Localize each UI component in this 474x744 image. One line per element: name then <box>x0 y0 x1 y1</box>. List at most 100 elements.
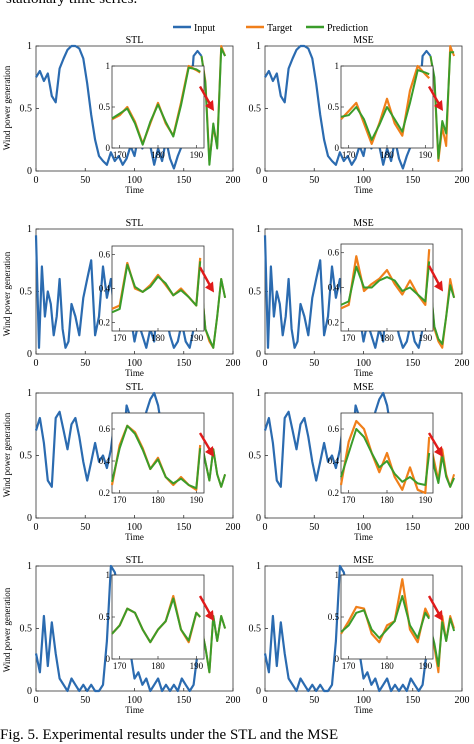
zoom-arrow-head <box>205 100 214 111</box>
x-axis-label: Time <box>125 368 144 378</box>
inset-x-tick-label: 190 <box>419 333 433 343</box>
x-tick-label: 100 <box>127 358 142 369</box>
inset-prediction-line <box>340 428 431 486</box>
inset-y-tick-label: 0.6 <box>99 250 111 260</box>
inset-y-tick-label: 1 <box>106 61 111 71</box>
y-axis-label: Wind power generation <box>2 251 12 336</box>
x-tick-label: 50 <box>80 695 90 706</box>
inset-frame <box>111 574 205 660</box>
inset: 170 180 190 0 0.5 1 <box>99 61 205 160</box>
y-tick-label: 0.5 <box>249 624 262 635</box>
x-tick-label: 200 <box>226 695 241 706</box>
x-axis-label: Time <box>354 185 373 195</box>
y-tick-label: 1 <box>256 224 261 235</box>
panel-title: STL <box>126 382 144 393</box>
x-tick-label: 100 <box>356 522 371 533</box>
y-tick-label: 0.5 <box>20 287 33 298</box>
inset-prediction-line <box>111 261 202 314</box>
inset-x-tick-label: 170 <box>342 495 356 505</box>
x-tick-label: 50 <box>309 175 319 186</box>
y-tick-label: 0 <box>256 349 261 360</box>
x-tick-label: 0 <box>34 175 39 186</box>
zoom-arrow-head <box>434 610 443 621</box>
inset-y-tick-label: 1 <box>106 570 111 580</box>
x-axis-label: Time <box>354 368 373 378</box>
inset-target-line <box>339 419 431 495</box>
x-tick-label: 0 <box>263 522 268 533</box>
zoom-arrow-head <box>205 446 214 457</box>
panel-title: STL <box>126 555 144 566</box>
inset-prediction-line <box>111 66 201 146</box>
inset-y-tick-label: 0.2 <box>328 317 339 327</box>
x-tick-label: 150 <box>405 522 420 533</box>
inset-x-tick-label: 180 <box>380 333 394 343</box>
x-tick-label: 0 <box>34 695 39 706</box>
inset-x-tick-label: 180 <box>151 150 165 160</box>
series-line-prediction <box>429 284 456 345</box>
inset: 170 180 190 0.2 0.4 0.6 <box>99 245 205 343</box>
panel-7: STL 0 50 100 150 200 Time 0 0.5 1 Wind power gener… <box>2 555 241 715</box>
inset-x-tick-label: 170 <box>342 661 356 671</box>
x-tick-label: 0 <box>263 695 268 706</box>
panel-4: MSE 0 50 100 150 200 Time 0 0.5 1 170 180 190 0.2 0.4 0… <box>249 218 470 378</box>
zoom-arrow <box>427 85 441 105</box>
inset-x-tick-label: 170 <box>113 333 127 343</box>
x-axis-label: Time <box>125 532 144 542</box>
x-tick-label: 0 <box>34 358 39 369</box>
y-tick-label: 0 <box>256 166 261 177</box>
inset-x-tick-label: 180 <box>380 150 394 160</box>
x-axis-label: Time <box>354 532 373 542</box>
inset-frame <box>111 245 205 332</box>
y-tick-label: 0.5 <box>249 451 262 462</box>
inset-y-tick-label: 0.4 <box>99 284 111 294</box>
zoom-arrow <box>198 432 212 451</box>
y-tick-label: 1 <box>256 388 261 399</box>
y-tick-label: 1 <box>27 388 32 399</box>
series-line-prediction <box>429 617 456 667</box>
inset-y-tick-label: 0.6 <box>328 424 340 434</box>
x-tick-label: 200 <box>455 522 470 533</box>
inset: 170 180 190 0.2 0.4 0.6 <box>328 243 434 343</box>
caption-top: stationary time series. <box>6 0 137 8</box>
x-tick-label: 200 <box>455 358 470 369</box>
inset-frame <box>111 65 205 149</box>
panel-5: STL 0 50 100 150 200 Time 0 0.5 1 Wind power gener… <box>2 382 241 542</box>
y-tick-label: 0.5 <box>20 451 33 462</box>
inset-y-tick-label: 0.5 <box>328 612 340 622</box>
inset-y-tick-label: 0.2 <box>99 488 110 498</box>
inset-x-tick-label: 170 <box>113 661 127 671</box>
inset-y-tick-label: 0.2 <box>99 318 110 328</box>
x-tick-label: 0 <box>263 175 268 186</box>
inset-x-tick-label: 180 <box>151 333 165 343</box>
inset-x-tick-label: 180 <box>151 661 165 671</box>
y-tick-label: 0.5 <box>249 104 262 115</box>
inset-x-tick-label: 190 <box>190 150 204 160</box>
legend-label-prediction: Prediction <box>327 23 368 34</box>
inset-y-tick-label: 0.2 <box>328 488 339 498</box>
inset-x-tick-label: 190 <box>190 661 204 671</box>
panel-title: MSE <box>353 555 374 566</box>
inset: 170 180 190 0 0.5 1 <box>99 570 205 671</box>
x-tick-label: 150 <box>405 358 420 369</box>
inset-y-tick-label: 0.6 <box>328 248 340 258</box>
inset-x-tick-label: 190 <box>419 495 433 505</box>
inset-x-tick-label: 170 <box>113 150 127 160</box>
inset-y-tick-label: 0 <box>106 654 111 664</box>
inset-x-tick-label: 170 <box>113 495 127 505</box>
y-axis-label: Wind power generation <box>2 65 12 150</box>
x-tick-label: 200 <box>226 175 241 186</box>
zoom-arrow-head <box>205 281 214 293</box>
inset-y-tick-label: 1 <box>335 570 340 580</box>
zoom-arrow <box>198 595 212 615</box>
zoom-arrow <box>427 595 441 615</box>
inset-y-tick-label: 0.4 <box>328 283 340 293</box>
x-tick-label: 200 <box>455 175 470 186</box>
x-tick-label: 50 <box>80 522 90 533</box>
inset: 170 180 190 0 0.5 1 <box>328 61 434 160</box>
x-tick-label: 50 <box>80 358 90 369</box>
inset: 170 180 190 0 0.5 1 <box>328 570 434 671</box>
x-tick-label: 0 <box>263 358 268 369</box>
inset-y-tick-label: 0 <box>335 654 340 664</box>
y-tick-label: 1 <box>256 41 261 52</box>
x-tick-label: 0 <box>34 522 39 533</box>
